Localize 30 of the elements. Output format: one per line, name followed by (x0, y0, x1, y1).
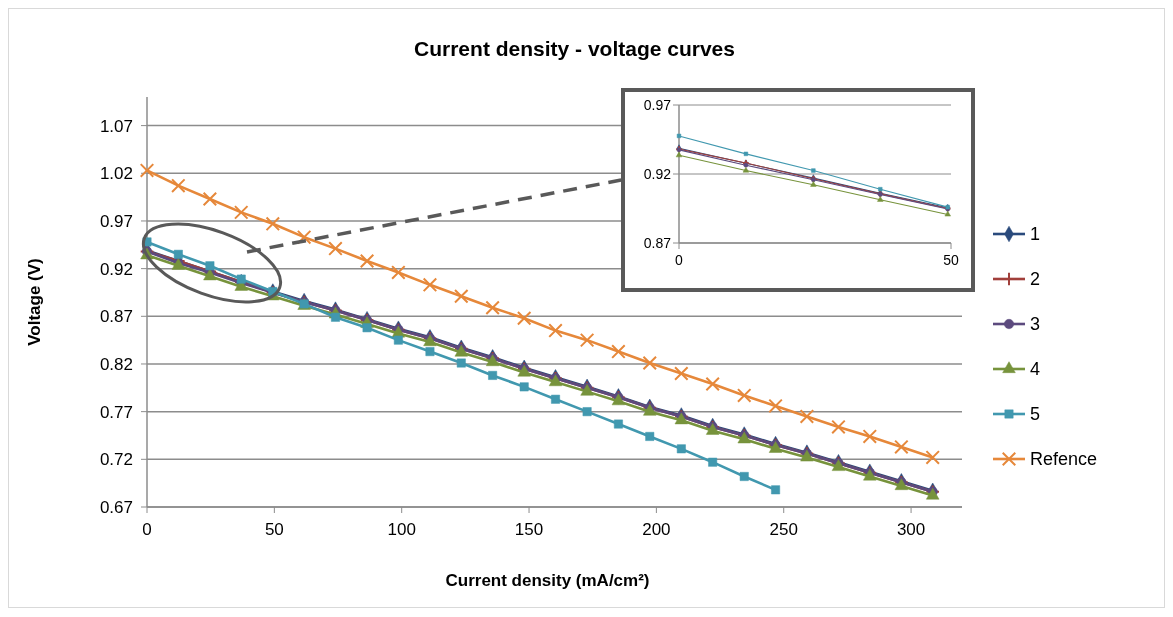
y-axis-title: Voltage (V) (25, 258, 44, 346)
y-tick-label: 0.92 (643, 165, 672, 182)
chart-title: Current density - voltage curves (414, 37, 735, 60)
y-tick-label: 0.67 (99, 497, 133, 517)
y-tick-label: 1.02 (99, 164, 133, 184)
x-tick-label: 50 (943, 252, 959, 268)
legend-label: 4 (1030, 359, 1041, 380)
y-tick-label: 1.07 (99, 116, 133, 136)
y-tick-label: 0.97 (99, 211, 133, 231)
x-tick-label: 0 (675, 252, 684, 268)
legend-label: 1 (1030, 224, 1041, 245)
y-tick-label: 0.92 (99, 259, 133, 279)
x-tick-label: 150 (514, 520, 544, 539)
x-tick-label: 250 (769, 520, 798, 539)
x-tick-label: 300 (896, 520, 926, 539)
x-axis-title: Current density (mA/cm²) (445, 571, 650, 590)
y-tick-label: 0.77 (99, 402, 133, 422)
y-tick-label: 0.87 (99, 307, 133, 327)
x-tick-label: 100 (387, 520, 416, 539)
x-tick-label: 50 (264, 520, 284, 539)
y-tick-label: 0.72 (99, 450, 133, 470)
y-tick-label: 0.97 (643, 96, 672, 113)
legend-label: 3 (1030, 314, 1041, 335)
x-tick-label: 0 (142, 520, 152, 539)
y-tick-label: 0.82 (99, 354, 133, 374)
legend-label: Refence (1030, 449, 1098, 470)
legend-label: 2 (1030, 269, 1041, 290)
y-tick-label: 0.87 (643, 234, 672, 251)
x-tick-label: 200 (642, 520, 671, 539)
legend-label: 5 (1030, 404, 1041, 425)
